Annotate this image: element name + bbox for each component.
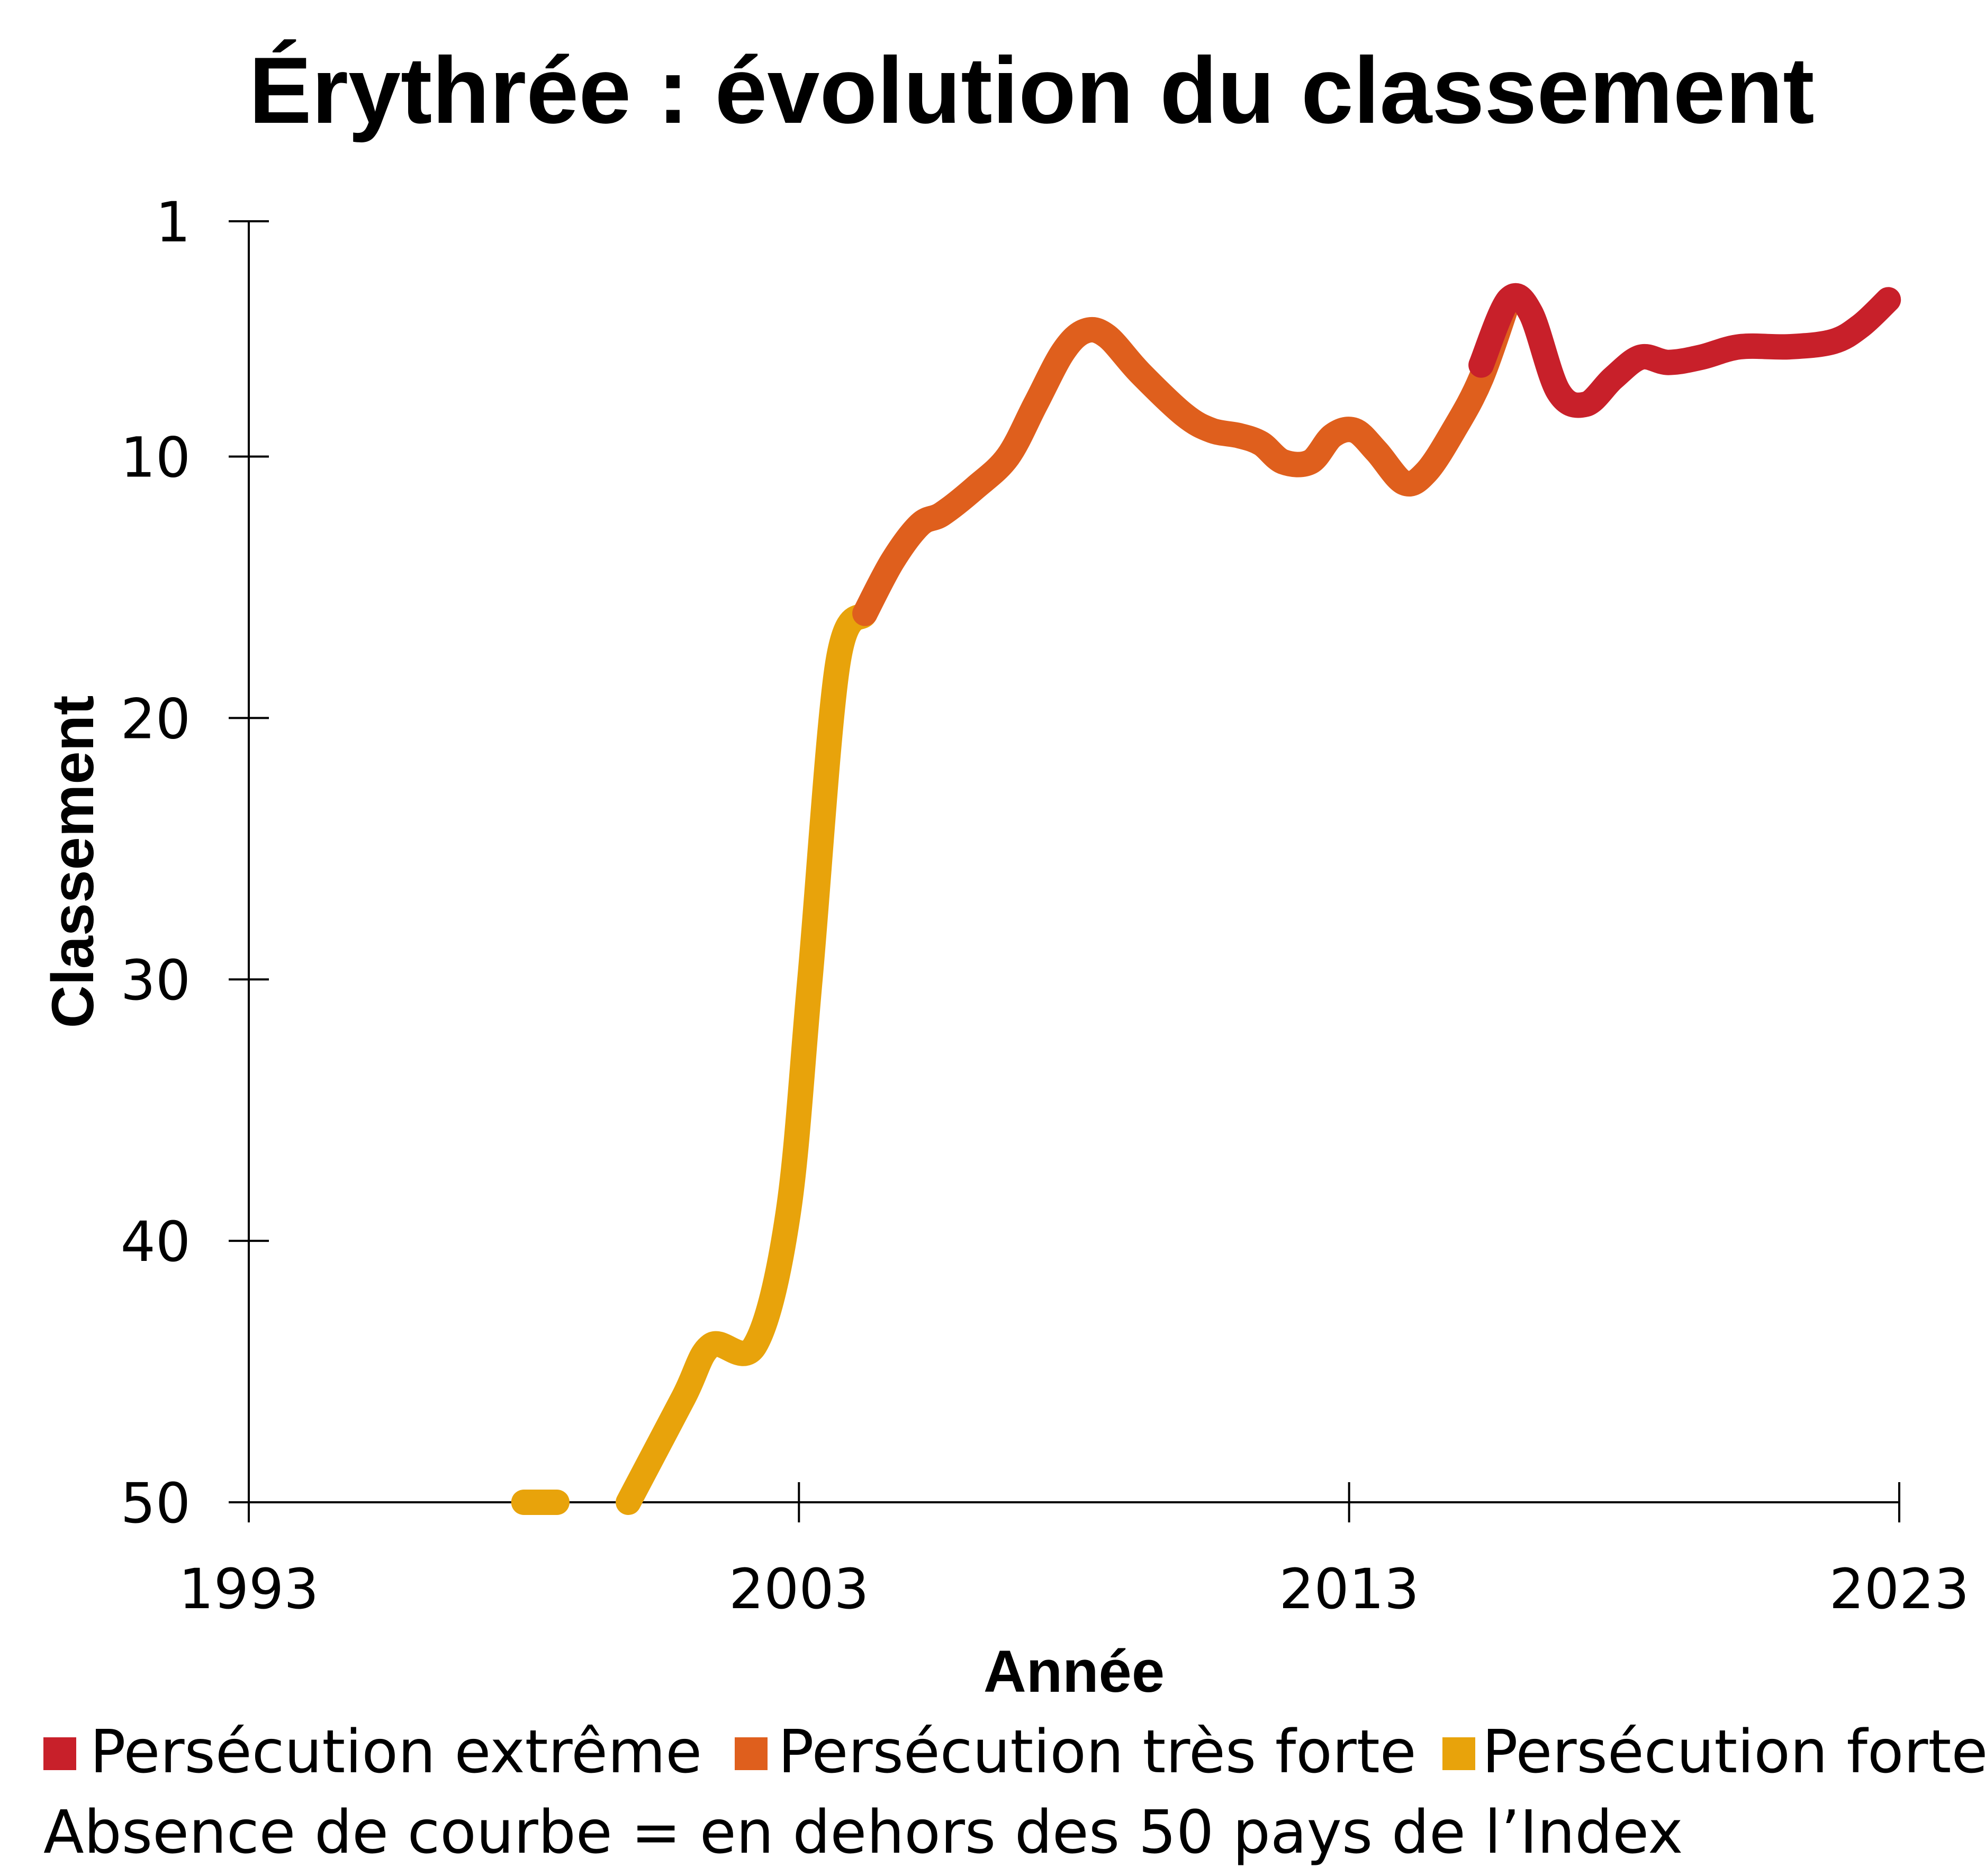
x-axis-title: Année <box>984 1638 1165 1704</box>
legend-swatch-tres-forte <box>735 1737 768 1770</box>
x-tick-label: 1993 <box>179 1557 319 1621</box>
legend-swatch-forte <box>1442 1737 1475 1770</box>
legend: Persécution extrême Persécution très for… <box>43 1718 1985 1867</box>
legend-label-tres-forte: Persécution très forte <box>778 1718 1416 1787</box>
x-tick-label: 2023 <box>1829 1557 1970 1621</box>
y-tick-label: 20 <box>121 687 191 751</box>
axes <box>229 221 1899 1503</box>
x-tick-label: 2003 <box>729 1557 869 1621</box>
y-tick-label: 1 <box>156 190 191 255</box>
series-layer <box>511 283 1901 1515</box>
legend-label-extreme: Persécution extrême <box>90 1718 702 1787</box>
legend-note: Absence de courbe = en dehors des 50 pay… <box>43 1798 1683 1867</box>
legend-label-forte: Persécution forte <box>1482 1718 1985 1787</box>
chart-title: Érythrée : évolution du classement <box>249 38 1815 143</box>
y-tick-label: 50 <box>121 1471 191 1536</box>
series-line-1 <box>852 287 1522 626</box>
y-tick-label: 10 <box>121 425 191 490</box>
y-axis-title: Classement <box>40 696 106 1029</box>
y-tick-label: 30 <box>121 948 191 1013</box>
ticks: 1 10 20 30 40 50 1993 2003 2013 2023 <box>121 190 1970 1621</box>
series-line-0 <box>616 600 878 1515</box>
series-line-2 <box>1468 283 1901 418</box>
legend-swatch-extreme <box>43 1737 76 1770</box>
x-tick-label: 2013 <box>1279 1557 1419 1621</box>
y-tick-label: 40 <box>121 1210 191 1274</box>
